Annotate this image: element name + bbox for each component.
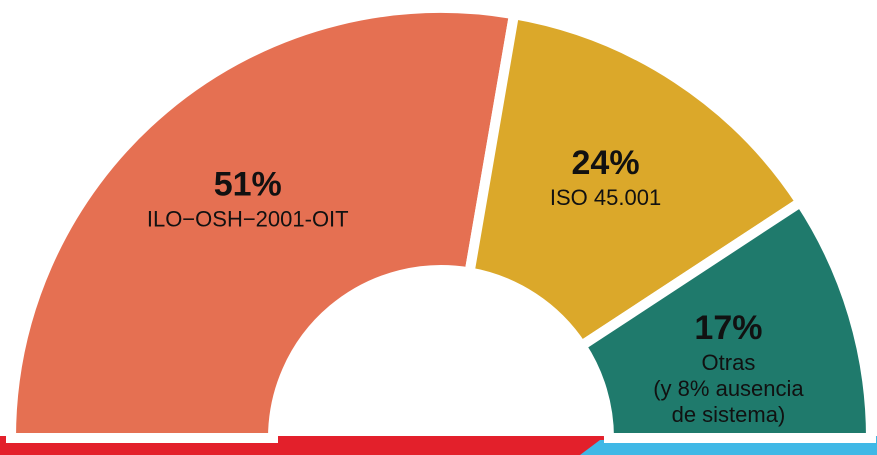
- value-label: 17%: [694, 309, 762, 347]
- value-label: 51%: [214, 166, 282, 204]
- arcs: [5, 3, 877, 443]
- labels: 51%ILO−OSH−2001-OIT 24% ISO 45.001 17% Otras…: [147, 144, 805, 427]
- note-label: (y 8% ausencia: [653, 376, 804, 401]
- segment: [574, 195, 877, 443]
- note-label: de sistema): [672, 402, 786, 427]
- segment: [463, 8, 808, 353]
- category-label: ILO−OSH−2001-OIT: [147, 206, 349, 231]
- category-label: ISO 45.001: [550, 185, 661, 210]
- category-label: Otras: [702, 350, 756, 375]
- segment: [5, 3, 520, 443]
- value-label: 24%: [572, 144, 640, 182]
